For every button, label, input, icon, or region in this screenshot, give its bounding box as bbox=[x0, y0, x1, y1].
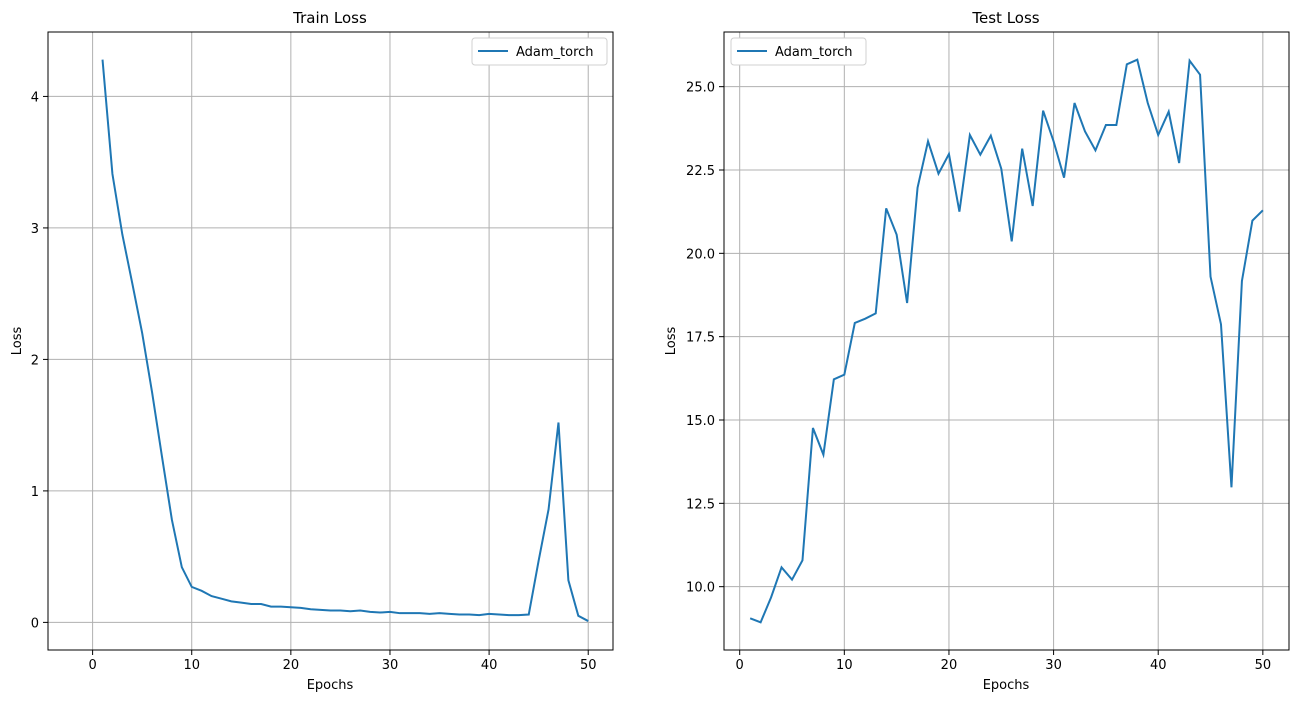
train-loss-chart: Train Loss 0 10 20 30 40 50 0 1 2 3 4 Epochs Loss… bbox=[10, 9, 614, 693]
x-tick-label: 50 bbox=[1255, 658, 1272, 673]
x-tick-label: 0 bbox=[88, 658, 96, 673]
x-tick-label: 10 bbox=[836, 658, 853, 673]
test-loss-grid bbox=[724, 32, 1289, 650]
test-loss-y-axis-label: Loss bbox=[664, 327, 679, 356]
test-loss-title: Test Loss bbox=[971, 9, 1039, 27]
train-loss-legend-label: Adam_torch bbox=[516, 45, 594, 60]
y-tick-label: 17.5 bbox=[686, 331, 715, 346]
test-loss-plot-area bbox=[723, 31, 1290, 651]
y-tick-label: 15.0 bbox=[686, 414, 715, 429]
train-loss-y-axis-label: Loss bbox=[10, 327, 25, 356]
train-loss-plot-area bbox=[47, 31, 614, 651]
train-loss-y-ticks: 0 1 2 3 4 bbox=[31, 90, 48, 631]
y-tick-label: 10.0 bbox=[686, 581, 715, 596]
train-loss-x-axis-label: Epochs bbox=[307, 678, 354, 693]
x-tick-label: 20 bbox=[283, 658, 300, 673]
x-tick-label: 50 bbox=[580, 658, 597, 673]
test-loss-x-axis-label: Epochs bbox=[983, 678, 1030, 693]
test-loss-legend: Adam_torch bbox=[730, 37, 867, 66]
train-loss-legend: Adam_torch bbox=[471, 37, 608, 66]
test-loss-y-ticks: 10.0 12.5 15.0 17.5 20.0 22.5 25.0 bbox=[686, 81, 724, 596]
test-loss-x-ticks: 0 10 20 30 40 50 bbox=[736, 650, 1272, 673]
train-loss-x-ticks: 0 10 20 30 40 50 bbox=[88, 650, 596, 673]
y-tick-label: 3 bbox=[31, 222, 39, 237]
x-tick-label: 30 bbox=[1045, 658, 1062, 673]
test-loss-legend-box bbox=[730, 37, 867, 66]
y-tick-label: 22.5 bbox=[686, 164, 715, 179]
x-tick-label: 0 bbox=[736, 658, 744, 673]
y-tick-label: 20.0 bbox=[686, 247, 715, 262]
test-loss-chart: Test Loss 0 10 20 30 40 50 10.0 12.5 15.0 17.5 20… bbox=[664, 9, 1290, 693]
y-tick-label: 2 bbox=[31, 353, 39, 368]
train-loss-legend-box bbox=[471, 37, 608, 66]
y-tick-label: 4 bbox=[31, 90, 39, 105]
x-tick-label: 10 bbox=[183, 658, 200, 673]
x-tick-label: 30 bbox=[382, 658, 399, 673]
train-loss-line bbox=[101, 59, 589, 622]
train-loss-grid bbox=[48, 32, 613, 650]
y-tick-label: 25.0 bbox=[686, 81, 715, 96]
y-tick-label: 1 bbox=[31, 485, 39, 500]
test-loss-legend-label: Adam_torch bbox=[775, 45, 853, 60]
y-tick-label: 12.5 bbox=[686, 497, 715, 512]
test-loss-line bbox=[749, 58, 1264, 624]
x-tick-label: 20 bbox=[941, 658, 958, 673]
train-loss-title: Train Loss bbox=[292, 9, 367, 27]
x-tick-label: 40 bbox=[1150, 658, 1167, 673]
x-tick-label: 40 bbox=[481, 658, 498, 673]
y-tick-label: 0 bbox=[31, 616, 39, 631]
